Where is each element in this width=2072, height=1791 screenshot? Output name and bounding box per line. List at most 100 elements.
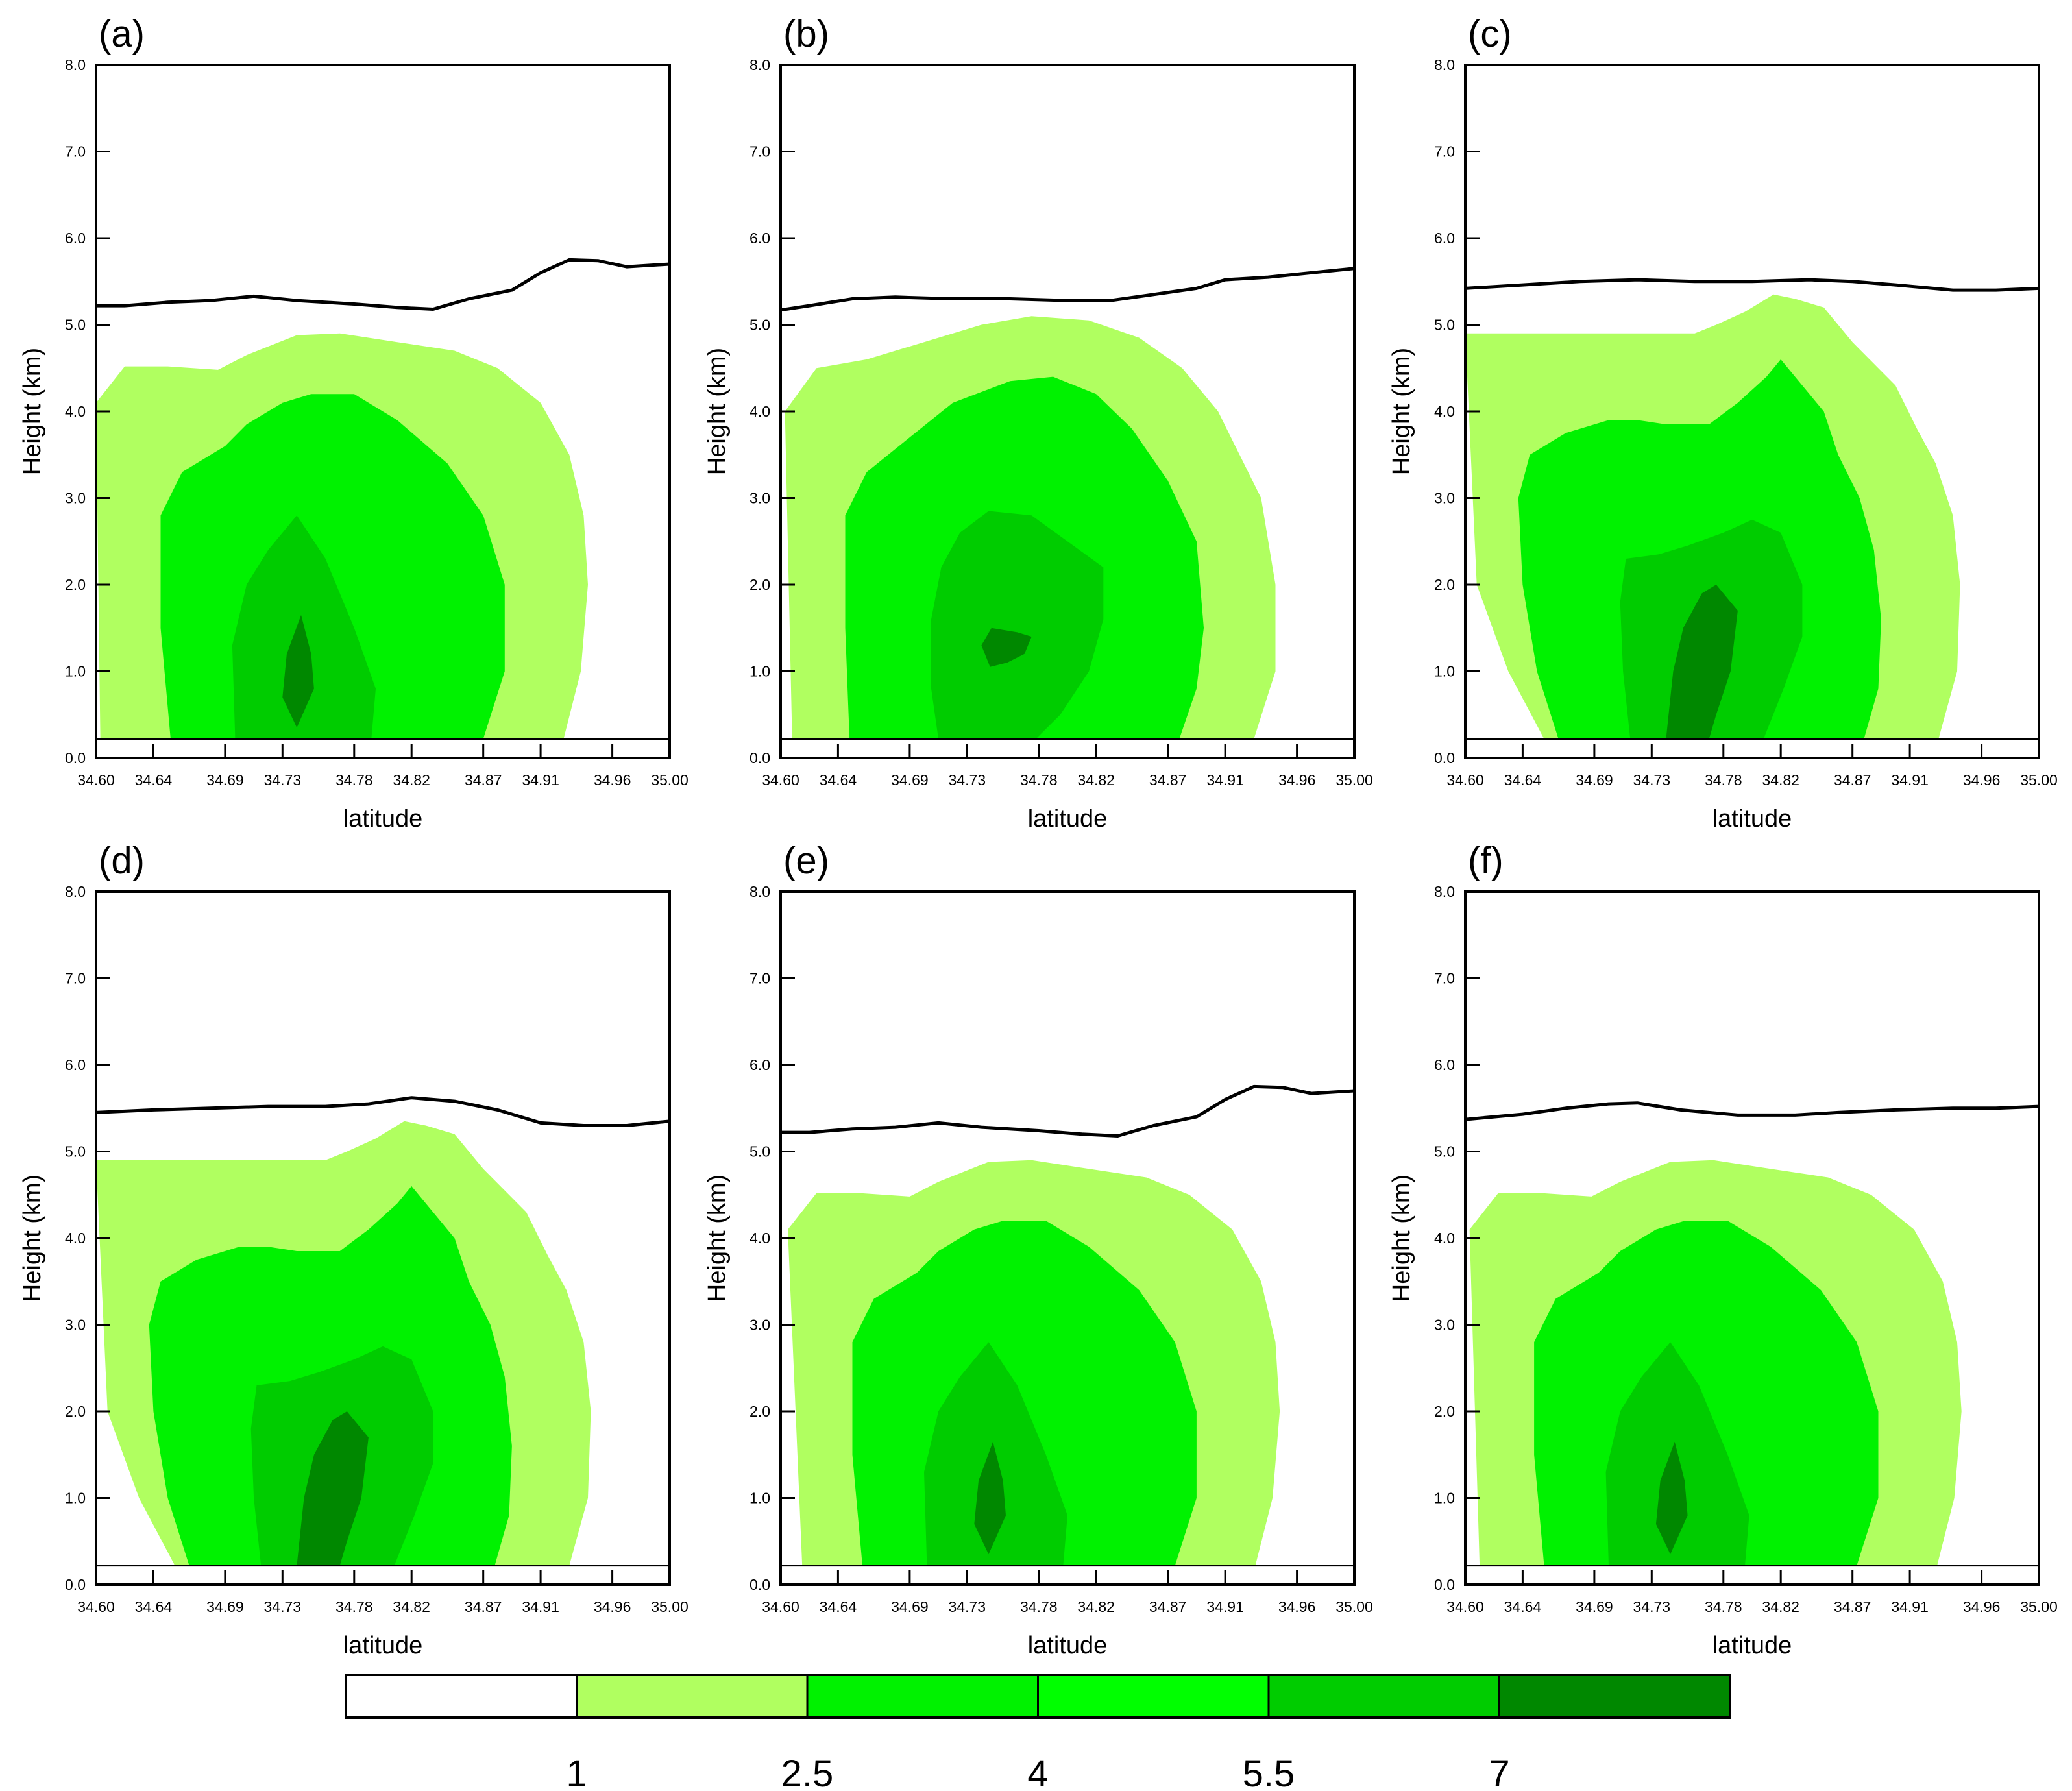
x-tick-label: 34.73 (1633, 772, 1671, 788)
x-tick-label: 34.64 (1504, 1598, 1542, 1615)
y-tick-label: 3.0 (65, 490, 86, 507)
y-tick-label: 7.0 (65, 143, 86, 160)
colorbar-swatch (806, 1674, 1039, 1719)
x-axis-title: latitude (1028, 805, 1108, 833)
y-tick-label: 2.0 (65, 1403, 86, 1420)
y-tick-label: 4.0 (750, 1230, 770, 1247)
x-tick-label: 34.87 (1834, 1598, 1871, 1615)
x-tick-label: 34.82 (1077, 772, 1115, 788)
y-tick-label: 1.0 (750, 663, 770, 680)
x-tick-label: 34.73 (264, 1598, 302, 1615)
x-tick-label: 34.69 (891, 772, 929, 788)
x-tick-label: 34.82 (1762, 772, 1799, 788)
x-tick-label: 35.00 (1335, 1598, 1373, 1615)
x-tick-label: 34.69 (206, 1598, 244, 1615)
panel-c: 34.60 34.64 34.69 34.73 34.78 34.82 34.87 34.91… (1388, 13, 2058, 833)
x-tick-label: 34.64 (820, 772, 857, 788)
y-tick-label: 1.0 (750, 1490, 770, 1507)
x-tick-label: 34.69 (1576, 772, 1613, 788)
colorbar-swatch (345, 1674, 578, 1719)
panel-label: (e) (783, 840, 829, 882)
colorbar-label: 4 (1027, 1753, 1048, 1791)
y-tick-label: 7.0 (65, 970, 86, 987)
x-tick-label: 34.91 (1891, 772, 1929, 788)
x-axis-title: latitude (343, 805, 423, 833)
contour-region-7 (1666, 585, 1738, 739)
y-tick-label: 3.0 (65, 1317, 86, 1334)
contour-region-7 (1655, 1441, 1688, 1555)
y-tick-label: 1.0 (1434, 663, 1455, 680)
y-tick-label: 0.0 (750, 1576, 770, 1593)
y-tick-label: 5.0 (750, 317, 770, 334)
x-tick-label: 34.82 (1077, 1598, 1115, 1615)
y-tick-label: 8.0 (65, 883, 86, 900)
contour-fills (785, 316, 1276, 739)
panel-label: (f) (1468, 840, 1504, 882)
y-tick-label: 4.0 (750, 403, 770, 420)
contour-fills (1465, 294, 1960, 739)
y-axis-title: Height (km) (703, 1175, 731, 1302)
x-tick-label: 34.78 (1020, 1598, 1058, 1615)
y-tick-label: 8.0 (65, 56, 86, 73)
y-tick-label: 6.0 (750, 1056, 770, 1073)
colorbar-swatch (1037, 1674, 1270, 1719)
y-axis-title: Height (km) (1388, 348, 1415, 475)
y-tick-label: 0.0 (1434, 749, 1455, 766)
y-tick-label: 4.0 (65, 1230, 86, 1247)
x-tick-label: 35.00 (1335, 772, 1373, 788)
y-axis-title: Height (km) (1388, 1175, 1415, 1302)
y-tick-label: 0.0 (65, 749, 86, 766)
x-tick-label: 34.60 (1446, 772, 1484, 788)
x-tick-label: 34.87 (465, 1598, 502, 1615)
y-tick-label: 7.0 (1434, 143, 1455, 160)
x-tick-label: 34.78 (1705, 1598, 1742, 1615)
isotherm-line (96, 258, 670, 311)
y-tick-label: 5.0 (750, 1143, 770, 1160)
y-tick-label: 0.0 (750, 749, 770, 766)
y-tick-label: 8.0 (1434, 883, 1455, 900)
panel-label: (d) (99, 840, 145, 882)
y-tick-label: 7.0 (750, 143, 770, 160)
contour-fills (96, 1121, 591, 1566)
y-tick-label: 2.0 (1434, 576, 1455, 593)
isotherm-line (781, 267, 1354, 312)
colorbar-label: 2.5 (781, 1753, 834, 1791)
x-tick-label: 34.73 (1633, 1598, 1671, 1615)
colorbar-swatch (1267, 1674, 1500, 1719)
panel-b: 34.60 34.64 34.69 34.73 34.78 34.82 34.87 34.91… (703, 13, 1373, 833)
y-tick-label: 6.0 (65, 230, 86, 247)
y-axis-title: Height (km) (19, 1175, 46, 1302)
colorbar-frame (345, 1674, 1731, 1719)
panel-d: 34.60 34.64 34.69 34.73 34.78 34.82 34.87 34.91… (19, 840, 689, 1659)
colorbar: 1 2.5 4 5.5 7 (345, 1674, 1731, 1791)
x-tick-label: 34.64 (1504, 772, 1542, 788)
y-tick-label: 4.0 (1434, 1230, 1455, 1247)
isotherm-line (1465, 1101, 2039, 1121)
x-tick-label: 35.00 (2020, 772, 2058, 788)
contour-fills (96, 333, 588, 739)
x-tick-label: 34.96 (1963, 1598, 2001, 1615)
y-tick-label: 6.0 (1434, 1056, 1455, 1073)
x-tick-label: 34.73 (949, 772, 986, 788)
panel-e: 34.60 34.64 34.69 34.73 34.78 34.82 34.87 34.91… (703, 840, 1373, 1659)
colorbar-label: 1 (566, 1753, 587, 1791)
y-tick-label: 0.0 (1434, 1576, 1455, 1593)
x-tick-label: 34.82 (1762, 1598, 1799, 1615)
y-tick-label: 4.0 (1434, 403, 1455, 420)
x-tick-label: 34.69 (1576, 1598, 1613, 1615)
y-axis-title: Height (km) (703, 348, 731, 475)
y-tick-label: 8.0 (750, 56, 770, 73)
x-tick-label: 34.69 (891, 1598, 929, 1615)
panel-f: 34.60 34.64 34.69 34.73 34.78 34.82 34.87 34.91… (1388, 840, 2058, 1659)
y-tick-label: 3.0 (750, 490, 770, 507)
x-tick-label: 34.64 (135, 772, 173, 788)
x-tick-label: 35.00 (651, 1598, 689, 1615)
x-tick-label: 34.64 (135, 1598, 173, 1615)
x-tick-label: 34.91 (1206, 772, 1244, 788)
y-tick-label: 0.0 (65, 1576, 86, 1593)
y-tick-label: 7.0 (750, 970, 770, 987)
y-tick-label: 4.0 (65, 403, 86, 420)
y-axis-title: Height (km) (19, 348, 46, 475)
isotherm-line (96, 1096, 670, 1127)
x-axis-title: latitude (1712, 805, 1792, 833)
